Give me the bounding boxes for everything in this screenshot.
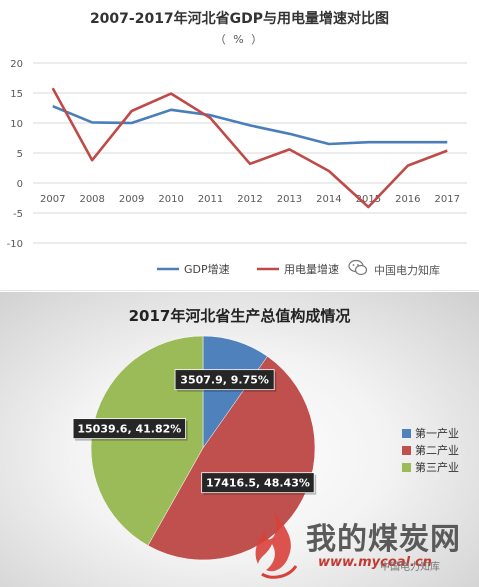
y-tick-label: -5 xyxy=(13,209,23,220)
x-tick-label: 2007 xyxy=(40,194,65,205)
data-label-box xyxy=(72,418,186,440)
flame-logo-icon xyxy=(255,512,298,579)
legend-label: 第一产业 xyxy=(415,426,459,440)
line-chart-title: 2007-2017年河北省GDP与用电量增速对比图 xyxy=(89,11,390,27)
x-tick-label: 2011 xyxy=(198,194,223,205)
legend-swatch xyxy=(402,446,411,455)
site-url: www.mycoal.cn xyxy=(318,555,432,570)
y-tick-label: 20 xyxy=(10,59,23,70)
line-chart-plot: -10 -5 0 5 10 15 20 2007 2008 2009 2010 2011 2012 201… xyxy=(7,59,467,276)
x-tick-label: 2009 xyxy=(119,194,144,205)
data-label-box xyxy=(201,472,315,494)
pie-chart-panel: 2017年河北省生产总值构成情况 3507.9, 9.75% 17416.5, 4… xyxy=(0,292,479,587)
legend-swatch xyxy=(402,429,411,438)
x-tick-label: 2013 xyxy=(277,194,302,205)
data-label: 17416.5, 48.43% xyxy=(206,477,310,490)
x-tick-label: 2008 xyxy=(79,194,104,205)
legend-label: 用电量增速 xyxy=(284,262,339,276)
legend-label: 第三产业 xyxy=(415,460,459,474)
wechat-icon xyxy=(348,259,368,276)
x-tick-label: 2014 xyxy=(316,194,341,205)
y-tick-label: 0 xyxy=(17,179,23,190)
watermark-text: 中国电力知库 xyxy=(380,562,440,573)
pie-slice xyxy=(147,356,316,561)
series-line xyxy=(52,104,448,146)
legend-label: GDP增速 xyxy=(184,262,230,276)
site-name: 我的煤炭网 xyxy=(306,522,461,557)
pie-chart-title: 2017年河北省生产总值构成情况 xyxy=(128,307,351,325)
y-tick-label: 5 xyxy=(17,149,23,160)
pie-chart-plot: 3507.9, 9.75% 17416.5, 48.43% 15039.6, 41.… xyxy=(72,335,459,561)
x-tick-label: 2017 xyxy=(435,194,460,205)
watermark-text: 中国电力知库 xyxy=(374,264,440,277)
x-tick-label: 2012 xyxy=(237,194,262,205)
x-tick-label: 2016 xyxy=(395,194,420,205)
legend-label: 第二产业 xyxy=(415,443,459,457)
data-label-box xyxy=(174,369,275,391)
data-label: 15039.6, 41.82% xyxy=(77,423,181,436)
legend-swatch xyxy=(402,463,411,472)
line-chart-panel: 2007-2017年河北省GDP与用电量增速对比图 （ % ） -10 -5 0 5 1… xyxy=(0,0,479,291)
x-tick-label: 2010 xyxy=(158,194,183,205)
series-line xyxy=(51,87,448,209)
y-tick-label: 15 xyxy=(10,89,23,100)
y-tick-label: -10 xyxy=(7,239,23,250)
data-label: 3507.9, 9.75% xyxy=(180,374,269,387)
y-tick-label: 10 xyxy=(10,119,23,130)
x-tick-label: 2015 xyxy=(356,194,381,205)
line-chart-unit: （ % ） xyxy=(214,33,265,46)
